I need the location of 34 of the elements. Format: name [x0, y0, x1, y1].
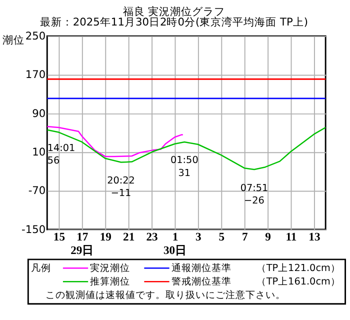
x-tick-label: 21: [123, 230, 135, 244]
annotation: 01:50 31: [170, 155, 198, 179]
legend-label: 通報潮位基準: [171, 262, 232, 274]
y-tick-label: 250: [25, 29, 46, 42]
y-tick-label: 90: [32, 106, 46, 120]
x-tick-label: 9: [265, 230, 272, 244]
legend-title: 凡例: [31, 263, 52, 274]
y-tick-label: 10: [32, 146, 46, 158]
annotation: 20:22 −11: [107, 176, 135, 200]
legend-label: 警戒潮位基準: [171, 276, 232, 288]
x-tick-label: 11: [286, 230, 297, 244]
line-series: [47, 126, 326, 170]
chart-subtitle: 最新：2025年11月30日2時0分(東京湾平均海面 TP上): [40, 16, 308, 29]
x-tick-label: 7: [242, 230, 248, 244]
x-tick-label: 5: [218, 230, 225, 244]
legend-label: 実況潮位: [90, 262, 130, 274]
y-tick-label: 170: [25, 68, 46, 82]
line-series: [47, 126, 184, 158]
annotation: 07:51 −26: [240, 182, 268, 206]
x-tick-label: 17 29日: [70, 230, 94, 258]
annotation: 14:01 56: [47, 143, 76, 167]
y-axis-title: 潮位: [2, 33, 24, 46]
text: （TP上161.0cm）: [256, 276, 340, 288]
legend-label: 推算潮位: [90, 276, 130, 288]
text: （TP上121.0cm）: [256, 262, 340, 274]
x-tick-label: 15: [53, 230, 66, 244]
x-tick-label: 1 30日: [163, 230, 188, 258]
x-tick-label: 23: [146, 230, 158, 244]
text: この観測値は速報値です。取り扱いにご注意下さい。: [46, 289, 286, 302]
x-tick-label: 19: [100, 230, 112, 244]
x-tick-label: 13: [308, 230, 320, 244]
y-tick-label: -70: [28, 184, 46, 198]
y-tick-label: -150: [22, 222, 46, 236]
x-tick-label: 3: [196, 230, 202, 244]
